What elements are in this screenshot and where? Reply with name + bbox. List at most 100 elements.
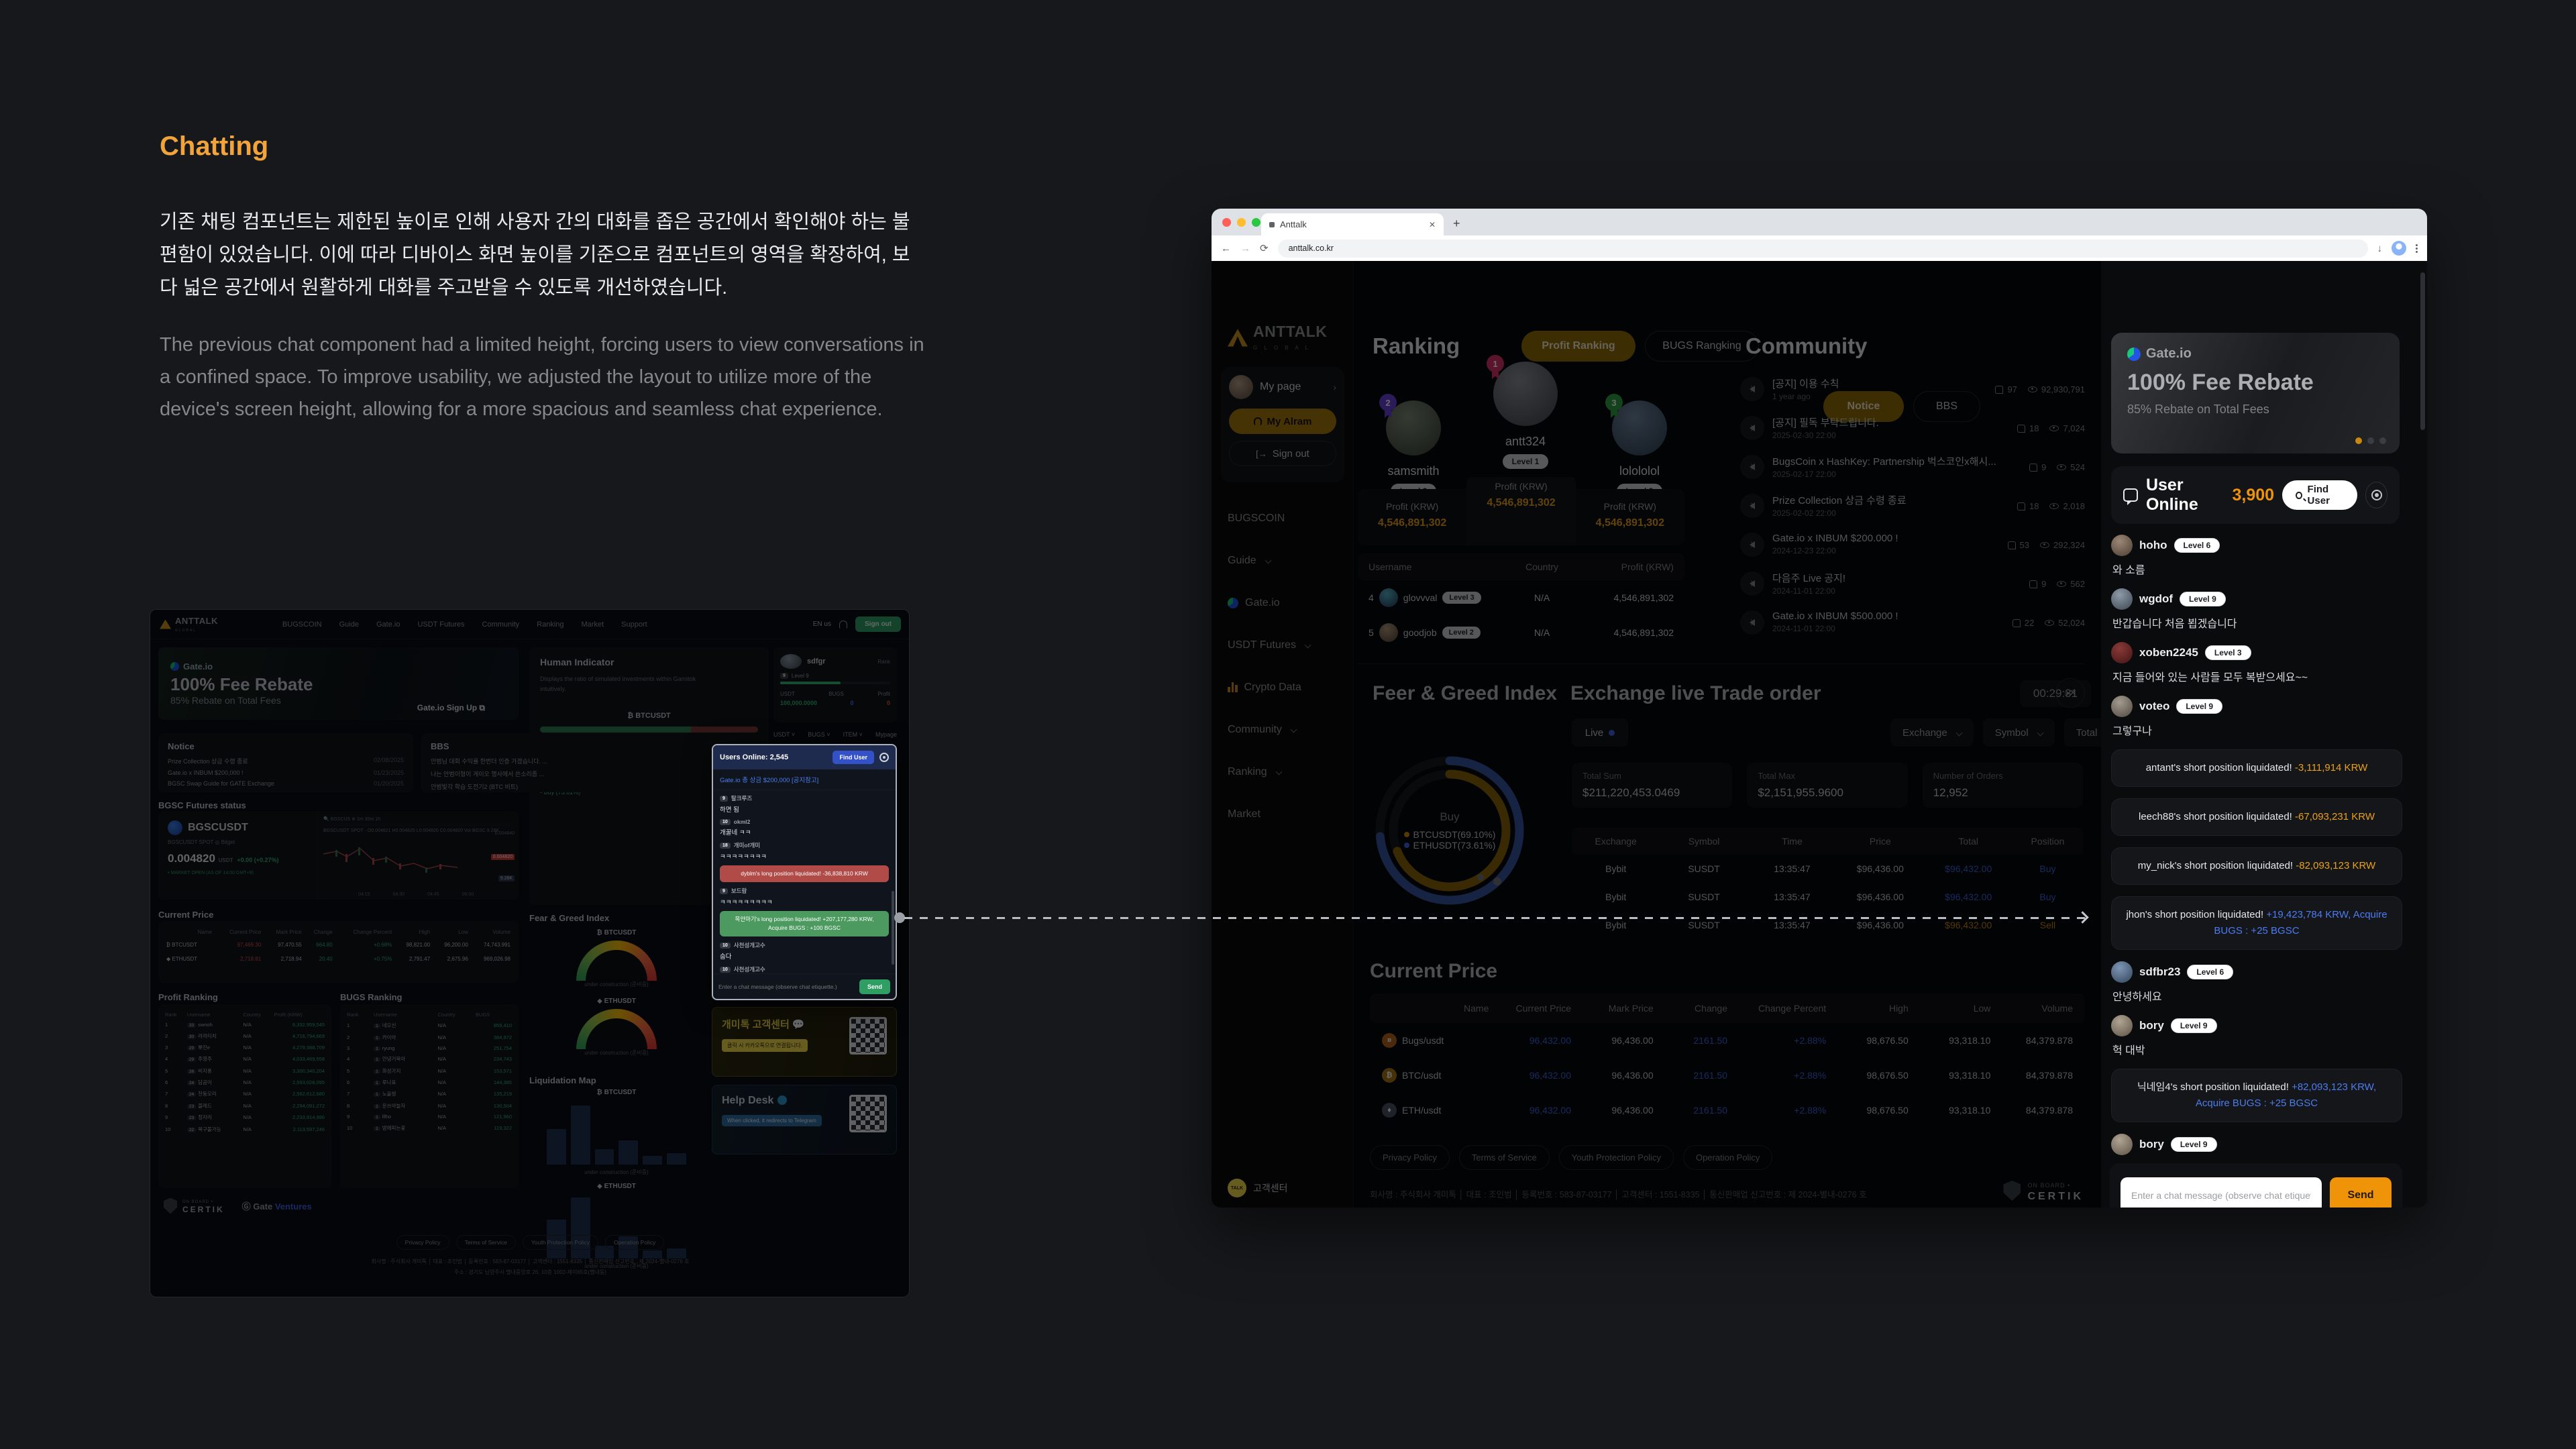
old-chat-send-button[interactable]: Send	[859, 979, 890, 994]
footer-link[interactable]: Terms of Service	[1458, 1145, 1550, 1170]
sidebar-nav-item[interactable]: Guide	[1228, 539, 1342, 582]
old-helpdesk-banner[interactable]: Help Desk When clicked, it redirects to T…	[712, 1085, 897, 1155]
old-kakao-banner[interactable]: 개미톡 고객센터 💬 클릭 시 카카오톡으로 연결됩니다.	[712, 1007, 897, 1077]
old-nav: BUGSCOIN Guide Gate.io USDT Futures Communit…	[282, 621, 647, 629]
sidebar-nav-item[interactable]: Market	[1228, 808, 1260, 820]
community-item[interactable]: Gate.io x INBUM $500.000 !2024-11-01 22:…	[1740, 603, 2085, 642]
footer-link[interactable]: Privacy Policy	[396, 1235, 449, 1250]
chat-gateio-banner[interactable]: Gate.io 100% Fee Rebate 85% Rebate on To…	[2111, 333, 2400, 453]
trade-row: Bybit SUSDT 13:35:47 $96,436.00 $96,432.00 Se…	[1605, 920, 2056, 930]
old-nav-item[interactable]: USDT Futures	[417, 620, 465, 629]
url-bar[interactable]: anttalk.co.kr	[1277, 239, 2368, 258]
community-item[interactable]: [공지] 필독 부탁드립니다.2025-02-30 22:00 187,024	[1740, 409, 2085, 447]
sidebar-nav-item[interactable]: BUGSCOIN	[1228, 512, 1285, 524]
bbs-item[interactable]: 안범님 대회 수익률 한번더 인증 가겠습니다. ...31 minute ag…	[431, 757, 759, 765]
level-badge: Level 2	[1616, 484, 1663, 498]
gear-icon[interactable]	[879, 753, 889, 762]
ranking-row: 7 1 노을썽 N/A 135,219	[347, 1091, 512, 1097]
sign-out-button[interactable]: [→ Sign out	[1229, 441, 1336, 466]
trade-table: Exchange Symbol Time Price Total Position Byb…	[1572, 828, 2083, 939]
sidebar-kakao-support[interactable]: TALK 고객센터	[1228, 1179, 1288, 1197]
browser-profile-avatar[interactable]	[2392, 241, 2406, 256]
find-user-button[interactable]: Find User	[2282, 480, 2357, 510]
old-banner-signup[interactable]: Gate.io Sign Up ⧉	[417, 703, 485, 712]
tab-bbs[interactable]: BBS	[1913, 391, 1980, 422]
filter-dropdown[interactable]: Symbol	[1982, 718, 2055, 747]
browser-tab[interactable]: Anttalk ✕	[1261, 213, 1444, 235]
sidebar-nav-item[interactable]: Gate.io	[1228, 582, 1342, 624]
old-nav-item[interactable]: Guide	[339, 620, 359, 629]
carousel-dots[interactable]	[2355, 437, 2386, 444]
old-nav-item[interactable]: BUGSCOIN	[282, 620, 322, 629]
speaker-icon	[1740, 610, 1764, 635]
back-icon[interactable]: ←	[1221, 242, 1231, 254]
old-nav-item[interactable]: Market	[581, 620, 604, 629]
footer-link[interactable]: Privacy Policy	[1370, 1145, 1450, 1170]
old-chat-input[interactable]	[718, 983, 854, 990]
old-nav-item[interactable]: Gate.io	[376, 620, 400, 629]
chat-settings-button[interactable]	[2365, 482, 2388, 508]
old-gateio-banner[interactable]: Gate.io 100% Fee Rebate 85% Rebate on To…	[158, 647, 519, 720]
old-sign-out-button[interactable]: Sign out	[855, 616, 901, 632]
sidebar-nav-item[interactable]: Community	[1228, 708, 1342, 751]
reload-icon[interactable]: ⟳	[1260, 243, 1269, 254]
close-tab-icon[interactable]: ✕	[1428, 219, 1436, 229]
live-toggle[interactable]: Live	[1572, 718, 1628, 747]
mute-icon[interactable]: 🕩✕	[2055, 678, 2085, 708]
old-chat-scrollbar[interactable]	[892, 891, 894, 965]
my-page-row[interactable]: My page ›	[1229, 375, 1336, 399]
footer-link[interactable]: Youth Protection Policy	[522, 1235, 598, 1250]
bbs-item[interactable]: 나는 안범이형이 게이오 행사에서 쓴소리좀 ...44 minute ago	[431, 769, 759, 777]
footer-link[interactable]: Operation Policy	[604, 1235, 665, 1250]
coin-icon: ♦	[1382, 1103, 1397, 1118]
sidebar-nav-item[interactable]: USDT Futures	[1228, 624, 1342, 666]
sidebar-nav-item[interactable]: Crypto Data	[1228, 666, 1342, 708]
notice-item[interactable]: Gate.io x INBUM $200,000 ! 01/23/2025	[168, 769, 404, 776]
download-icon[interactable]: ↓	[2377, 242, 2383, 254]
browser-menu-icon[interactable]	[2416, 244, 2418, 253]
tab-notice[interactable]: Notice	[1823, 391, 1904, 422]
like-icon	[2017, 502, 2025, 511]
liquidation-chart: ₿ BTCUSDT under construction (준비중)	[529, 1089, 704, 1176]
sidebar-nav-item[interactable]: Ranking	[1228, 751, 1342, 793]
community-item[interactable]: Gate.io x INBUM $200.000 !2024-12-23 22:…	[1740, 525, 2085, 564]
views-icon	[2049, 502, 2059, 509]
old-nav-item[interactable]: Support	[621, 620, 647, 629]
forward-icon[interactable]: →	[1240, 242, 1250, 254]
avatar	[1379, 588, 1398, 607]
views-icon	[2045, 619, 2055, 626]
asset-tab[interactable]: Mypage	[875, 731, 897, 738]
bell-icon[interactable]	[839, 620, 847, 629]
footer-link[interactable]: Terms of Service	[455, 1235, 516, 1250]
chat-send-button[interactable]: Send	[2330, 1177, 2392, 1208]
chat-input[interactable]	[2121, 1177, 2322, 1208]
traffic-lights[interactable]	[1222, 218, 1260, 227]
filter-dropdown[interactable]: Exchange	[1890, 718, 1974, 747]
tab-profit-ranking[interactable]: Profit Ranking	[1521, 331, 1635, 362]
notice-item[interactable]: BGSC Swap Guide for GATE Exchange 01/20/2…	[168, 780, 404, 787]
tab-bugs-ranking[interactable]: BUGS Rangking	[1645, 331, 1759, 362]
asset-tab[interactable]: BUGS ˅	[808, 731, 830, 738]
footer-link[interactable]: Youth Protection Policy	[1558, 1145, 1674, 1170]
old-profit-ranking-title: Profit Ranking	[158, 992, 218, 1002]
old-nav-item[interactable]: Ranking	[537, 620, 564, 629]
asset-tab[interactable]: ITEM ˅	[843, 731, 863, 738]
browser-scrollbar[interactable]	[2420, 272, 2425, 430]
bbs-item[interactable]: 안범빛각 학습 도전기2 (BTC 비트)1 hour ago	[431, 782, 759, 790]
footer-link[interactable]: Operation Policy	[1682, 1145, 1773, 1170]
old-lang-select[interactable]: EN us	[812, 621, 831, 628]
old-find-user-button[interactable]: Find User	[833, 751, 874, 764]
my-alram-button[interactable]: My Alram	[1229, 409, 1336, 434]
asset-tab[interactable]: USDT ˅	[773, 731, 796, 738]
new-tab-icon[interactable]: +	[1453, 217, 1460, 230]
old-nav-item[interactable]: Community	[482, 620, 520, 629]
community-item[interactable]: BugsCoin x HashKey: Partnership 벅스코인x해시.…	[1740, 447, 2085, 486]
notice-item[interactable]: Prize Collection 상금 수령 종료 02/08/2025	[168, 757, 404, 765]
liquidation-notice: 목안마기's long position liquidated! +207,17…	[720, 911, 889, 936]
old-chat-notice-link[interactable]: Gate.io 총 상금 $200,000 [공지참고]	[713, 769, 896, 790]
